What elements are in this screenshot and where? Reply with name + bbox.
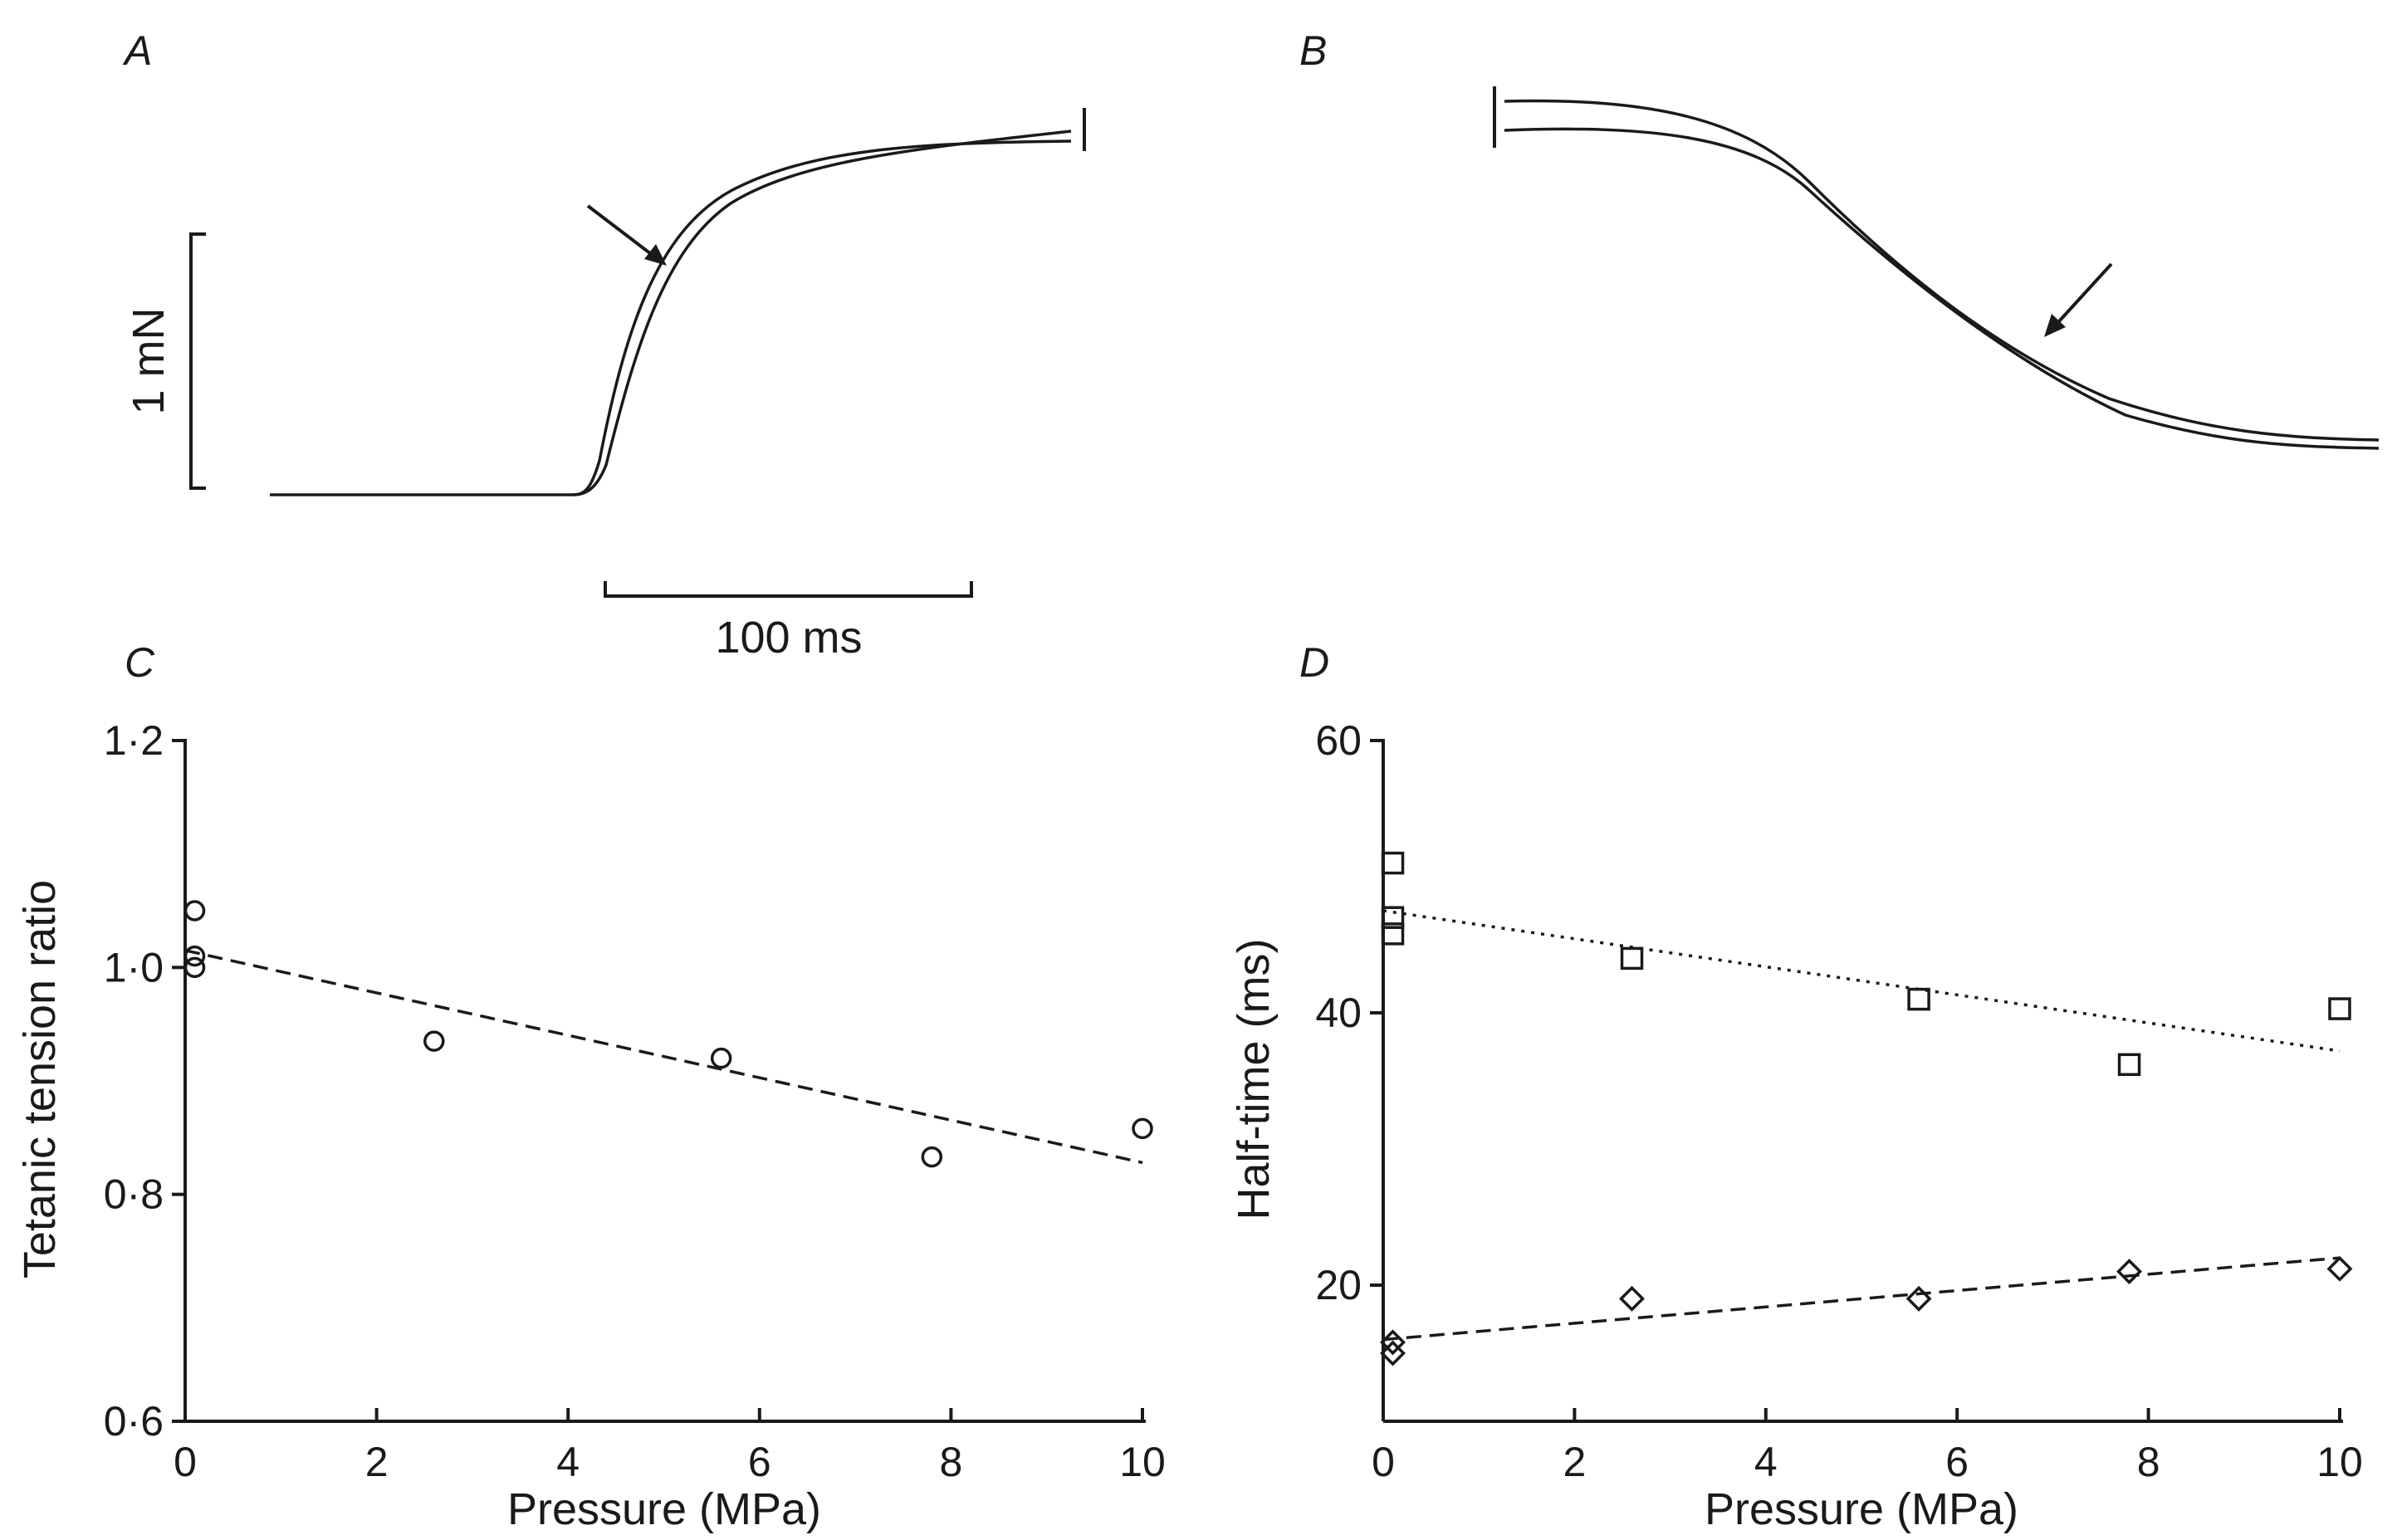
c-point-circle xyxy=(183,900,206,922)
c-point-circle xyxy=(710,1047,732,1069)
d-point-square xyxy=(1381,851,1405,875)
panel-c: 0 2 4 6 8 10 0·6 0·8 1·0 1·2 Pressure (MPa) Teta… xyxy=(15,717,1166,1534)
c-fit-line-dashed xyxy=(184,949,1143,1165)
d-x-tick-label: 6 xyxy=(1945,1439,1969,1485)
arrow-b-line xyxy=(2049,262,2113,332)
d-fit-line-dashed xyxy=(1382,1256,2341,1342)
c-data-points xyxy=(183,900,1153,1168)
arrow-a-line xyxy=(586,204,663,263)
d-x-tick-label: 4 xyxy=(1754,1439,1778,1485)
panel-label-b: B xyxy=(1299,27,1327,74)
panel-label-a: A xyxy=(122,27,152,74)
d-x-axis-label: Pressure (MPa) xyxy=(1705,1484,2018,1534)
d-fit-lines xyxy=(1382,909,2341,1342)
d-point-diamond xyxy=(2116,1259,2143,1285)
c-point-circle xyxy=(1132,1117,1153,1140)
trace-a-pressure xyxy=(572,139,1072,496)
d-point-diamond xyxy=(1380,1340,1406,1366)
d-x-tick-label: 10 xyxy=(2316,1439,2363,1485)
force-scale-bar xyxy=(189,232,206,490)
c-x-tick-label: 8 xyxy=(939,1439,962,1485)
c-y-tick-label: 0·6 xyxy=(104,1398,164,1445)
c-y-tick-label: 0·8 xyxy=(104,1171,164,1218)
d-y-tick-label: 60 xyxy=(1315,717,1362,764)
c-x-ticks: 0 2 4 6 8 10 xyxy=(174,1408,1166,1485)
d-point-diamond xyxy=(1380,1329,1406,1356)
d-point-square xyxy=(1620,946,1644,970)
panel-label-c: C xyxy=(125,639,155,686)
c-x-tick-label: 2 xyxy=(365,1439,389,1485)
d-fit-line-dotted xyxy=(1382,909,2341,1053)
d-x-tick-label: 0 xyxy=(1372,1439,1395,1485)
panel-label-d: D xyxy=(1299,639,1329,686)
d-y-ticks: 20 40 60 xyxy=(1315,717,1383,1308)
arrow-a-head xyxy=(644,244,667,266)
arrow-b-head xyxy=(2044,314,2066,337)
force-scale-label: 1 mN xyxy=(124,307,174,414)
c-x-tick-label: 4 xyxy=(556,1439,580,1485)
d-point-square xyxy=(2328,997,2351,1020)
c-point-circle xyxy=(921,1146,943,1168)
d-x-ticks: 0 2 4 6 8 10 xyxy=(1372,1408,2363,1485)
time-scale-bar xyxy=(604,581,973,598)
d-point-square xyxy=(1381,906,1405,929)
d-point-diamond xyxy=(1619,1285,1645,1312)
c-x-axis-label: Pressure (MPa) xyxy=(507,1484,821,1534)
d-y-axis-label: Half-time (ms) xyxy=(1229,939,1279,1220)
d-data-points xyxy=(1380,851,2353,1366)
c-fit-lines xyxy=(184,949,1143,1165)
c-point-circle xyxy=(183,945,206,967)
d-point-diamond xyxy=(2326,1255,2353,1282)
d-point-square xyxy=(2117,1053,2141,1077)
c-y-tick-label: 1·0 xyxy=(104,944,164,990)
trace-b-control xyxy=(1504,99,2380,442)
c-y-ticks: 0·6 0·8 1·0 1·2 xyxy=(104,717,185,1445)
d-point-square xyxy=(1381,922,1405,946)
panel-d: 0 2 4 6 8 10 20 40 60 Pressure (MPa) Half-time … xyxy=(1229,717,2363,1534)
d-x-tick-label: 8 xyxy=(2137,1439,2160,1485)
d-x-tick-label: 2 xyxy=(1563,1439,1586,1485)
panel-b xyxy=(1493,86,2380,450)
d-point-square xyxy=(1907,987,1930,1011)
d-point-diamond xyxy=(1905,1285,1932,1312)
c-point-circle xyxy=(183,956,206,979)
c-y-tick-label: 1·2 xyxy=(104,717,164,764)
trace-b-pressure xyxy=(1504,127,2380,450)
trace-a-control xyxy=(270,130,1072,496)
c-x-tick-label: 6 xyxy=(748,1439,771,1485)
c-x-tick-label: 0 xyxy=(174,1439,197,1485)
c-x-tick-label: 10 xyxy=(1119,1439,1166,1485)
time-scale-label: 100 ms xyxy=(715,613,862,662)
d-y-tick-label: 20 xyxy=(1315,1262,1362,1308)
c-point-circle xyxy=(423,1030,445,1052)
panel-a: 1 mN 100 ms xyxy=(124,108,1086,662)
c-y-axis-label: Tetanic tension ratio xyxy=(15,880,65,1278)
d-y-tick-label: 40 xyxy=(1315,990,1362,1036)
